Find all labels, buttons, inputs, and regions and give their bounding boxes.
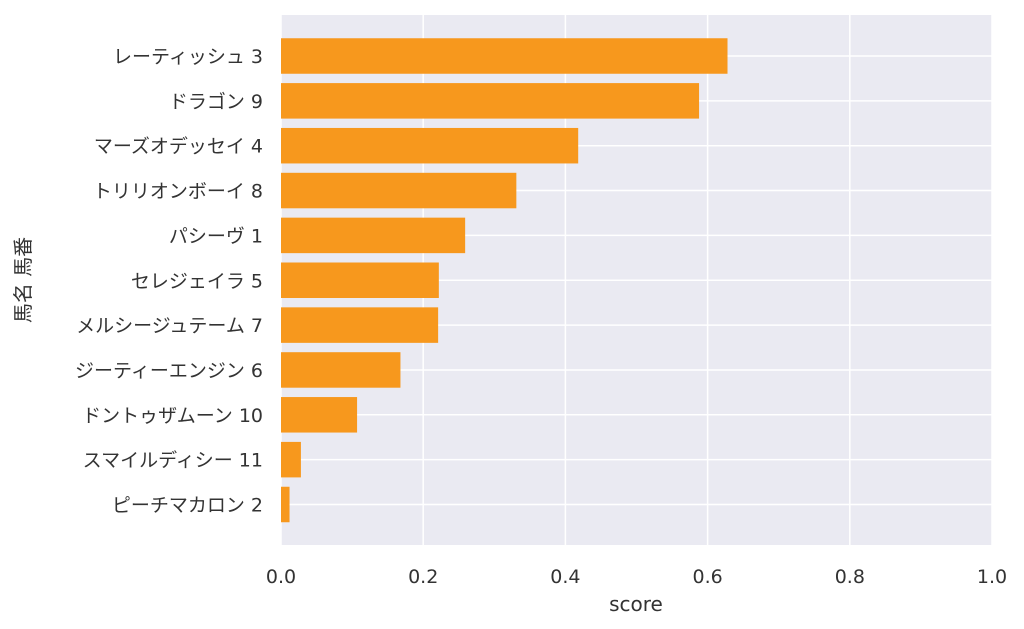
y-tick-label: ドントゥザムーン 10 (82, 405, 263, 427)
y-tick-label: レーティッシュ 3 (113, 46, 263, 68)
bar (281, 38, 728, 74)
y-tick-labels: レーティッシュ 3 ドラゴン 9 マーズオデッセイ 4 トリリオンボーイ 8 パシーヴ … (75, 46, 263, 517)
bar (281, 397, 358, 433)
bar (281, 127, 579, 164)
x-tick-label: 0.2 (408, 566, 438, 588)
y-tick-label: スマイルディシー 11 (83, 450, 263, 472)
bars (281, 38, 728, 523)
x-tick-labels: 0.0 0.2 0.4 0.6 0.8 1.0 (266, 566, 1007, 588)
bar (281, 172, 517, 209)
y-tick-label: ジーティーエンジン 6 (75, 360, 263, 382)
bar (281, 307, 439, 343)
bar (281, 441, 301, 478)
bar (281, 262, 439, 298)
bar (281, 352, 401, 388)
y-tick-label: マーズオデッセイ 4 (94, 136, 263, 158)
y-tick-label: トリリオンボーイ 8 (93, 181, 263, 203)
x-tick-label: 0.6 (692, 566, 722, 588)
bar (281, 217, 466, 254)
x-tick-label: 0.8 (835, 566, 865, 588)
x-axis-label: score (609, 592, 663, 616)
x-tick-label: 0.0 (266, 566, 296, 588)
bar (281, 83, 700, 119)
y-axis-label: 馬名 馬番 (11, 237, 35, 323)
y-tick-label: メルシージュテーム 7 (76, 315, 263, 337)
y-tick-label: ピーチマカロン 2 (112, 495, 263, 517)
bar (281, 486, 290, 523)
y-tick-label: セレジェイラ 5 (131, 270, 263, 292)
y-tick-label: パシーヴ 1 (169, 225, 263, 247)
x-tick-label: 0.4 (550, 566, 580, 588)
x-tick-label: 1.0 (977, 566, 1007, 588)
y-tick-label: ドラゴン 9 (169, 91, 263, 113)
